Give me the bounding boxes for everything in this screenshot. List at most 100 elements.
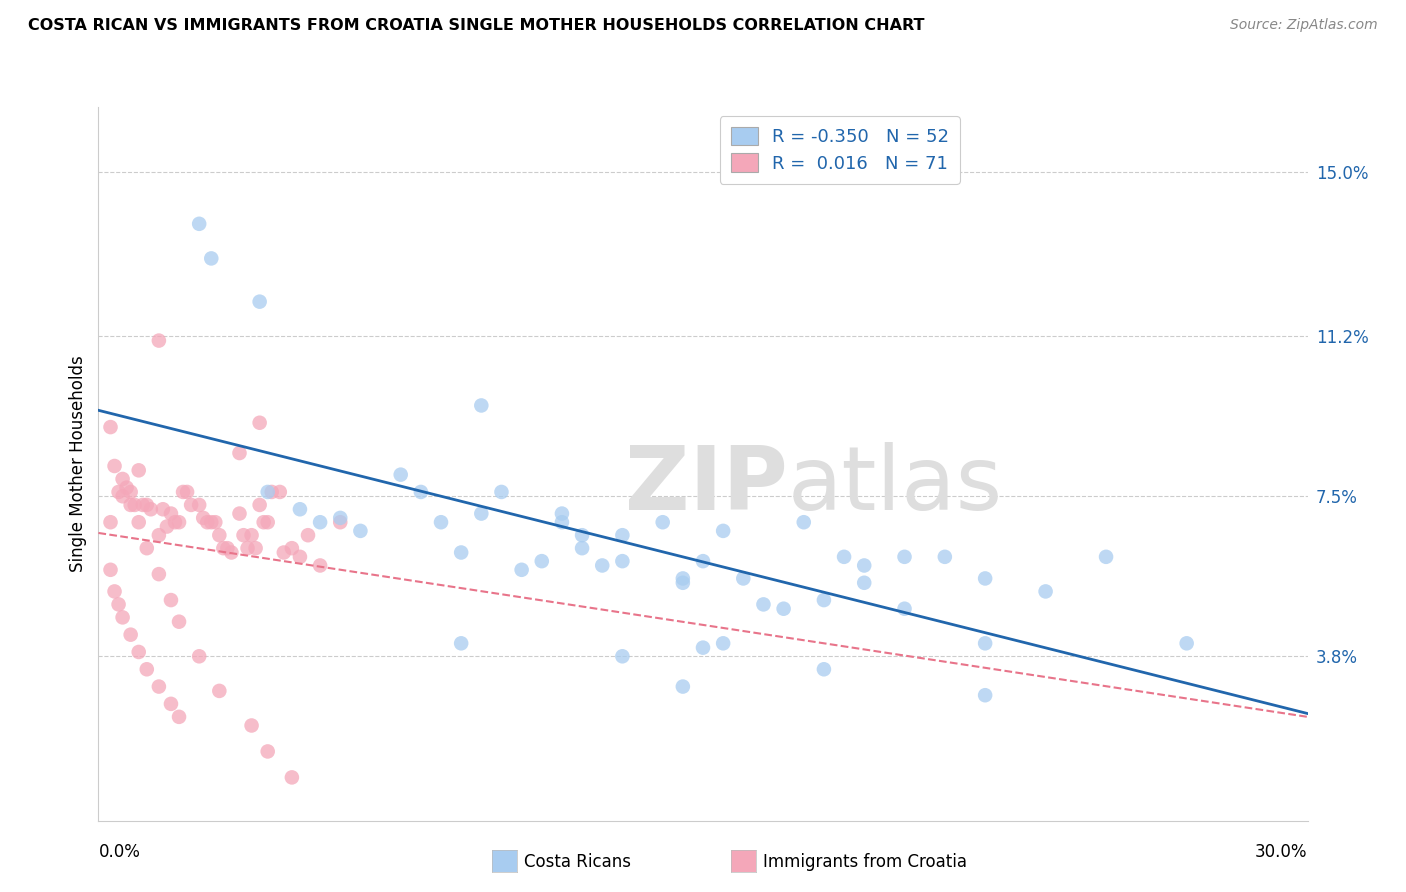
Point [188, 649, 211, 664]
Point [236, 541, 259, 556]
Point [491, 485, 513, 500]
Point [228, 507, 250, 521]
Point [115, 481, 138, 495]
Point [329, 511, 352, 525]
Text: 30.0%: 30.0% [1256, 843, 1308, 861]
Point [832, 549, 855, 564]
Point [571, 528, 593, 542]
Point [793, 515, 815, 529]
Point [893, 601, 915, 615]
Point [160, 593, 183, 607]
Point [167, 515, 190, 529]
Point [103, 458, 125, 473]
Point [111, 472, 134, 486]
Point [120, 485, 142, 500]
Text: Source: ZipAtlas.com: Source: ZipAtlas.com [1230, 18, 1378, 32]
Point [160, 697, 183, 711]
Point [260, 485, 283, 500]
Point [974, 571, 997, 585]
Point [148, 334, 170, 348]
Point [156, 519, 179, 533]
Point [135, 662, 157, 676]
Point [672, 680, 695, 694]
Point [772, 601, 794, 615]
Point [450, 636, 472, 650]
Point [256, 485, 278, 500]
Point [139, 502, 162, 516]
Point [107, 598, 129, 612]
Point [692, 640, 714, 655]
Point [193, 511, 215, 525]
Text: 0.0%: 0.0% [98, 843, 141, 861]
Point [200, 252, 222, 266]
Point [135, 541, 157, 556]
Point [571, 541, 593, 556]
Point [281, 771, 304, 785]
Point [692, 554, 714, 568]
Point [148, 680, 170, 694]
Point [176, 485, 198, 500]
Point [349, 524, 371, 538]
Point [409, 485, 432, 500]
Point [309, 558, 332, 573]
Point [329, 515, 352, 529]
Point [470, 399, 492, 413]
Point [269, 485, 291, 500]
Point [510, 563, 533, 577]
Point [111, 489, 134, 503]
Point [651, 515, 673, 529]
Point [100, 420, 122, 434]
Point [309, 515, 332, 529]
Point [253, 515, 276, 529]
Point [612, 554, 634, 568]
Point [167, 615, 190, 629]
Point [228, 446, 250, 460]
Point [120, 628, 142, 642]
Point [551, 507, 574, 521]
Point [128, 515, 150, 529]
Point [974, 636, 997, 650]
Point [672, 571, 695, 585]
Point [240, 528, 263, 542]
Point [232, 528, 254, 542]
Text: atlas: atlas [787, 442, 1002, 529]
Point [103, 584, 125, 599]
Point [172, 485, 194, 500]
Point [249, 416, 271, 430]
Point [240, 718, 263, 732]
Text: ZIP: ZIP [624, 442, 787, 529]
Point [148, 528, 170, 542]
Text: Immigrants from Croatia: Immigrants from Croatia [763, 853, 967, 871]
Point [188, 498, 211, 512]
Point [212, 541, 235, 556]
Point [124, 498, 146, 512]
Point [612, 649, 634, 664]
Point [256, 515, 278, 529]
Point [204, 515, 226, 529]
Point [711, 524, 734, 538]
Point [217, 541, 239, 556]
Point [934, 549, 956, 564]
Point [612, 528, 634, 542]
Point [893, 549, 915, 564]
Point [188, 217, 211, 231]
Point [245, 541, 267, 556]
Point [470, 507, 492, 521]
Legend: R = -0.350   N = 52, R =  0.016   N = 71: R = -0.350 N = 52, R = 0.016 N = 71 [720, 116, 960, 184]
Point [107, 485, 129, 500]
Point [256, 744, 278, 758]
Point [281, 541, 304, 556]
Point [733, 571, 755, 585]
Point [591, 558, 613, 573]
Point [551, 515, 574, 529]
Point [148, 567, 170, 582]
Point [288, 502, 311, 516]
Point [249, 294, 271, 309]
Point [167, 710, 190, 724]
Point [273, 545, 295, 559]
Point [389, 467, 412, 482]
Point [132, 498, 155, 512]
Point [297, 528, 319, 542]
Point [249, 498, 271, 512]
Point [208, 528, 231, 542]
